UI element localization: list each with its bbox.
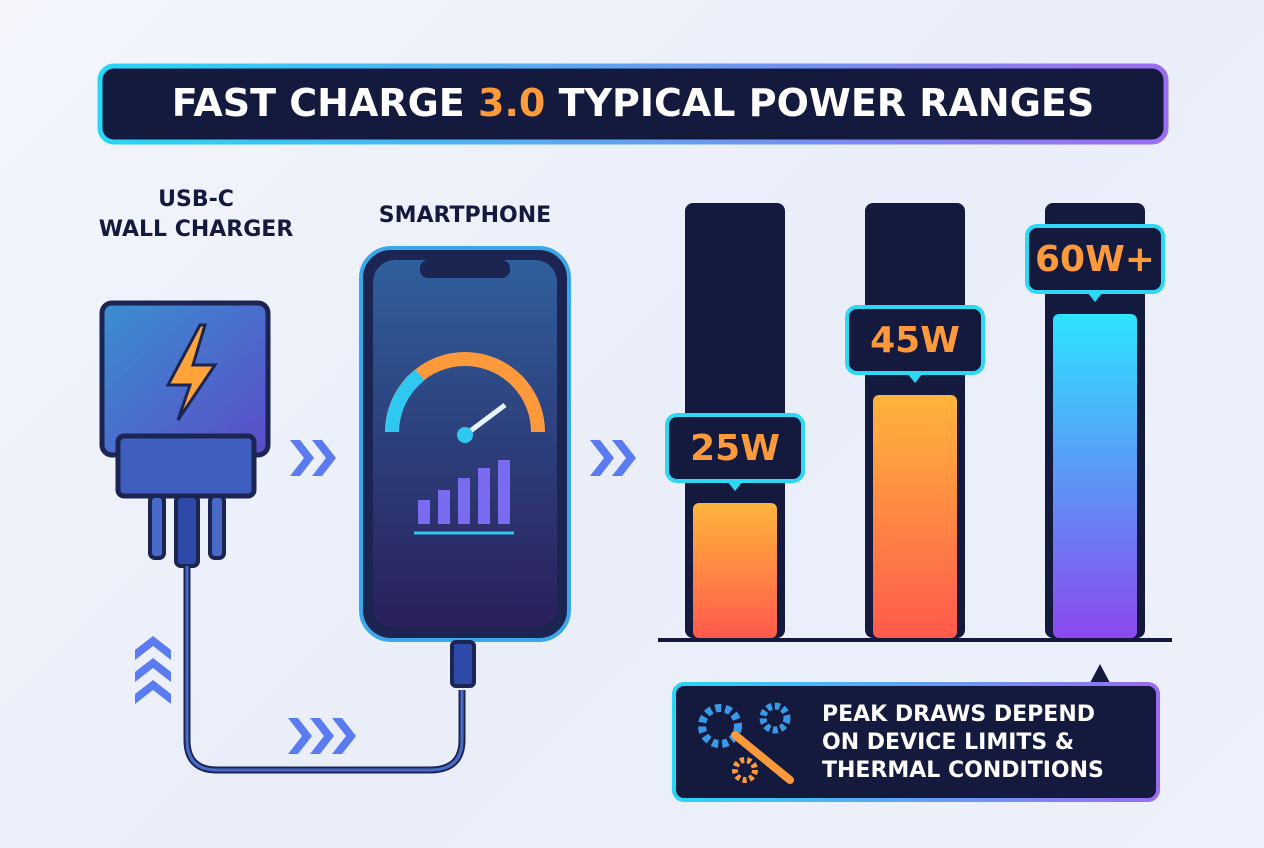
- value-label: 45W: [870, 320, 960, 361]
- bar: [873, 395, 957, 638]
- note-line-1: PEAK DRAWS DEPEND: [822, 702, 1095, 727]
- title-highlight: 3.0: [478, 81, 545, 125]
- badge-pointer: [907, 373, 923, 383]
- note-box: [672, 682, 1160, 802]
- charger-label-2: WALL CHARGER: [99, 217, 294, 242]
- bar: [693, 503, 777, 638]
- note-line-3: THERMAL CONDITIONS: [822, 758, 1104, 783]
- phone-icon: [359, 246, 571, 688]
- title-start: FAST CHARGE: [172, 81, 465, 125]
- title-box: [97, 63, 1169, 145]
- title-end: TYPICAL POWER RANGES: [559, 81, 1095, 125]
- charger-label-1: USB-C: [158, 187, 234, 212]
- phone-label: SMARTPHONE: [379, 203, 551, 228]
- note-line-2: ON DEVICE LIMITS &: [822, 730, 1074, 755]
- charger-icon: [99, 300, 466, 774]
- value-label: 25W: [690, 428, 780, 469]
- badge-pointer: [1087, 292, 1103, 302]
- badge-pointer: [727, 481, 743, 491]
- value-label: 60W+: [1035, 239, 1155, 280]
- bar: [1053, 314, 1137, 638]
- title: FAST CHARGE 3.0 TYPICAL POWER RANGES: [172, 81, 1095, 125]
- gear-icon: [698, 702, 794, 784]
- chevrons: [135, 440, 636, 754]
- bar-chart: 25W 45W 60W+: [665, 203, 1165, 638]
